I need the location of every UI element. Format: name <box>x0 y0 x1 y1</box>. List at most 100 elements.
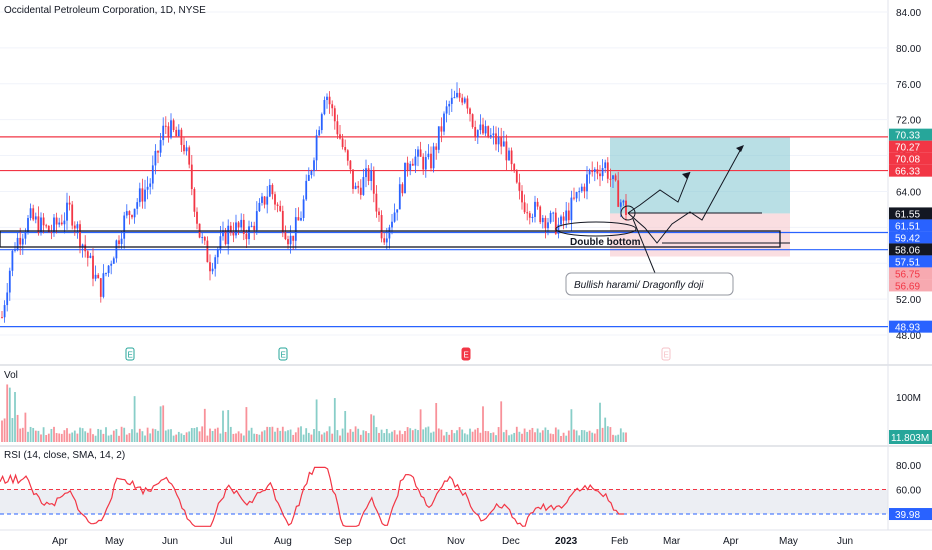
volume-bar <box>58 433 61 442</box>
volume-bar <box>214 428 217 442</box>
candle-body <box>354 185 357 189</box>
volume-bar <box>352 431 354 442</box>
candle-body <box>175 129 178 137</box>
candle-body <box>242 219 245 234</box>
candle-body <box>281 210 284 233</box>
candle-body <box>570 197 573 221</box>
candle-body <box>268 184 271 197</box>
candle-body <box>105 273 107 275</box>
volume-bar <box>105 427 107 442</box>
volume-bar <box>510 434 513 442</box>
candle-body <box>289 235 292 245</box>
volume-bar <box>115 429 118 442</box>
volume-bar <box>53 426 55 442</box>
candle-body <box>107 265 110 274</box>
volume-bar <box>120 426 123 442</box>
candle-body <box>333 108 336 122</box>
candle-body <box>6 292 9 306</box>
volume-bar <box>484 430 487 442</box>
candle-body <box>448 103 451 107</box>
candle-body <box>526 212 529 214</box>
candle-body <box>619 202 622 207</box>
time-axis-tick: Jun <box>837 536 853 547</box>
volume-bar <box>14 392 16 442</box>
volume-bar <box>341 428 344 442</box>
volume-axis-tick: 100M <box>896 393 921 404</box>
price-tag-label: 66.33 <box>895 167 920 178</box>
earnings-marker <box>661 347 671 361</box>
volume-bar <box>206 435 209 442</box>
time-axis-tick: Sep <box>334 536 352 547</box>
candle-body <box>341 138 344 148</box>
candle-body <box>453 97 456 99</box>
rsi-line <box>0 466 624 527</box>
price-tag-label: 57.51 <box>895 257 920 268</box>
volume-bar <box>515 426 518 442</box>
candle-body <box>185 147 188 152</box>
volume-bar <box>245 407 248 442</box>
price-tag-label: 56.75 <box>895 269 920 280</box>
volume-bar <box>203 408 206 442</box>
volume-bar <box>435 403 438 442</box>
volume-bar <box>505 429 508 442</box>
volume-bar <box>66 428 68 442</box>
candle-body <box>50 232 53 234</box>
candle-body <box>68 202 71 205</box>
volume-bar <box>487 431 490 442</box>
volume-bar <box>489 433 492 442</box>
candle-body <box>471 114 474 127</box>
volume-bars <box>1 384 627 442</box>
volume-bar <box>99 429 102 442</box>
volume-bar <box>552 434 555 442</box>
candle-body <box>573 197 575 199</box>
volume-bar <box>380 429 383 442</box>
earnings-marker-label: E <box>664 351 669 360</box>
volume-bar <box>167 429 170 442</box>
candle-body <box>518 182 521 191</box>
candle-body <box>580 186 583 192</box>
volume-bar <box>315 399 318 442</box>
candle-body <box>378 211 380 216</box>
volume-bar <box>495 435 497 442</box>
volume-bar <box>229 426 232 442</box>
price-tag-label: 70.33 <box>895 131 920 142</box>
volume-bar <box>453 433 456 442</box>
volume-bar <box>419 409 422 442</box>
volume-bar <box>531 427 534 442</box>
volume-bar <box>300 426 302 442</box>
volume-bar <box>578 435 581 442</box>
candle-body <box>599 173 601 177</box>
candle-body <box>196 211 198 224</box>
candle-body <box>79 224 81 247</box>
callout-pointer <box>632 218 656 274</box>
volume-bar <box>562 432 565 442</box>
candle-body <box>383 238 386 243</box>
horizontal-lines <box>0 136 888 328</box>
volume-bar <box>539 432 542 442</box>
pattern-callout-box <box>565 272 734 296</box>
candle-body <box>393 212 396 222</box>
candle-body <box>14 249 16 251</box>
volume-bar <box>367 433 370 442</box>
candle-body <box>422 156 425 170</box>
volume-bar <box>177 431 180 442</box>
volume-bar <box>443 435 445 442</box>
volume-bar <box>73 430 76 442</box>
candle-body <box>375 193 378 212</box>
candle-body <box>484 126 487 134</box>
candle-body <box>193 189 196 212</box>
candle-body <box>261 196 263 203</box>
candle-body <box>497 137 500 145</box>
earnings-marker-label: E <box>128 351 133 360</box>
volume-bar <box>476 427 479 442</box>
volume-bar <box>463 433 466 442</box>
candle-body <box>58 222 61 225</box>
candle-body <box>235 222 237 236</box>
volume-bar <box>557 429 560 442</box>
candle-body <box>284 232 287 240</box>
candle-body <box>531 216 534 218</box>
price-tag <box>889 207 932 220</box>
volume-bar <box>344 410 347 442</box>
